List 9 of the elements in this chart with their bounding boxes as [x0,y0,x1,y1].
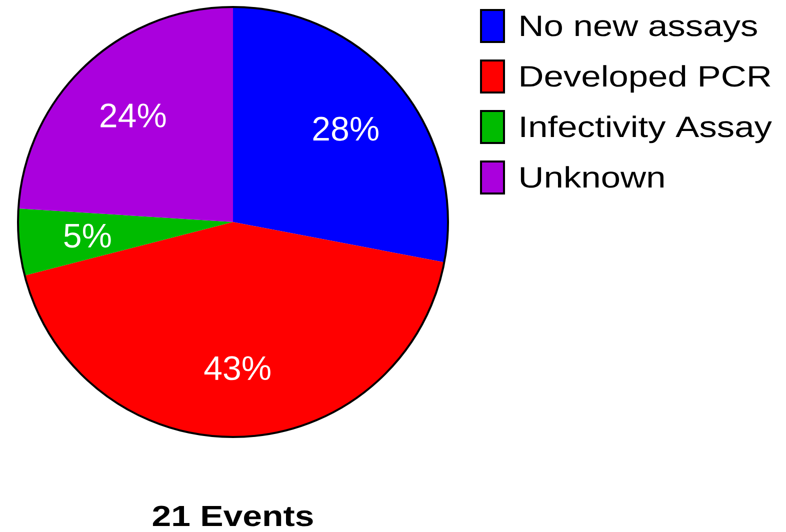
legend-label: Infectivity Assay [521,116,772,144]
text: 21 Events [152,506,313,526]
legend-label: Developed PCR [521,65,770,93]
data-label: 28% [313,116,378,141]
legend-label: Unknown [520,166,664,188]
data-label: 24% [100,103,166,128]
data-label: 43% [204,356,270,380]
legend-label: No new assays [521,16,757,42]
data-label: 5% [64,224,111,248]
